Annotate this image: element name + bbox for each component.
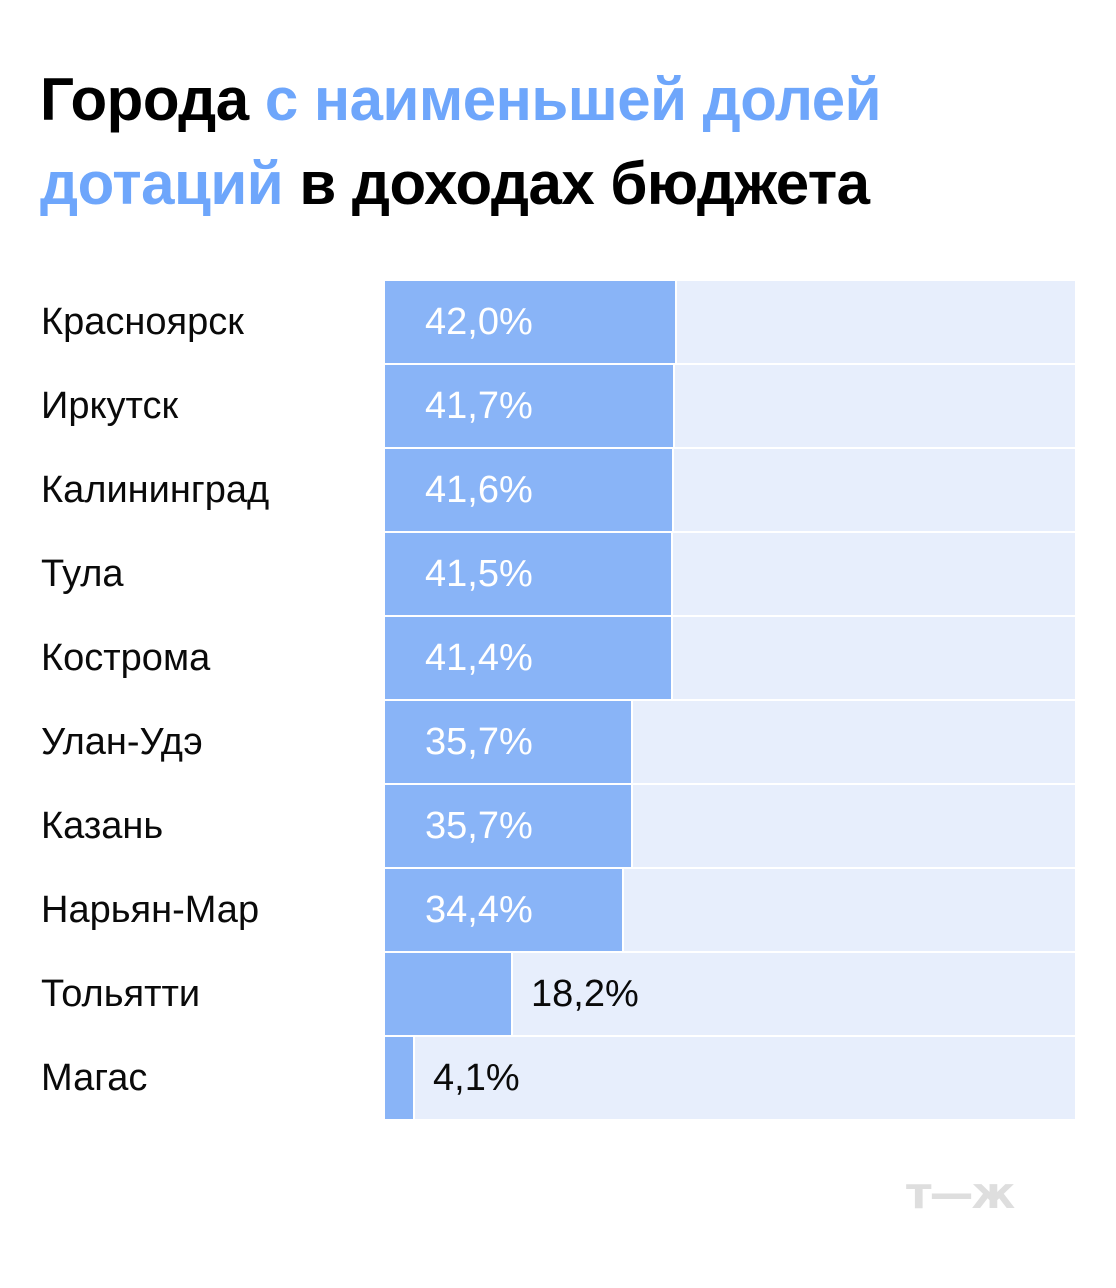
value-label: 41,6% (425, 469, 533, 511)
bar-row: Нарьян-Мар 34,4% (0, 869, 1116, 951)
tzh-logo: т—ж (906, 1168, 1015, 1219)
bar-track: 35,7% (385, 785, 1075, 867)
city-label: Тольятти (41, 973, 201, 1015)
city-label: Кострома (41, 637, 211, 679)
bar-row: Магас 4,1% (0, 1037, 1116, 1119)
value-label: 41,4% (425, 637, 533, 679)
bar-row: Кострома 41,4% (0, 617, 1116, 699)
bar-fill (385, 953, 513, 1035)
bar-row: Иркутск 41,7% (0, 365, 1116, 447)
bar-row: Тольятти 18,2% (0, 953, 1116, 1035)
bar-fill (385, 1037, 415, 1119)
value-label: 42,0% (425, 301, 533, 343)
value-label: 35,7% (425, 805, 533, 847)
bar-row: Красноярск 42,0% (0, 281, 1116, 363)
bar-row: Казань 35,7% (0, 785, 1116, 867)
bar-fill (385, 533, 673, 615)
bar-fill (385, 449, 674, 531)
bar-fill (385, 785, 633, 867)
bar-track: 34,4% (385, 869, 1075, 951)
value-label: 18,2% (531, 973, 639, 1015)
city-label: Красноярск (41, 301, 244, 343)
city-label: Иркутск (41, 385, 179, 427)
bar-track: 41,5% (385, 533, 1075, 615)
value-label: 35,7% (425, 721, 533, 763)
city-label: Магас (41, 1057, 148, 1099)
title-part-1: Города (40, 66, 265, 133)
city-label: Калининград (41, 469, 270, 511)
bar-fill (385, 365, 675, 447)
bar-fill (385, 701, 633, 783)
city-label: Улан-Удэ (41, 721, 203, 763)
title-part-3: в доходах бюджета (283, 150, 870, 217)
bar-row: Улан-Удэ 35,7% (0, 701, 1116, 783)
bar-track: 4,1% (385, 1037, 1075, 1119)
value-label: 41,7% (425, 385, 533, 427)
bar-row: Тула 41,5% (0, 533, 1116, 615)
bar-track: 35,7% (385, 701, 1075, 783)
bar-track: 18,2% (385, 953, 1075, 1035)
value-label: 4,1% (433, 1057, 520, 1099)
value-label: 34,4% (425, 889, 533, 931)
city-label: Нарьян-Мар (41, 889, 260, 931)
chart-title: Города с наименьшей долей дотаций в дохо… (40, 58, 1090, 226)
city-label: Казань (41, 805, 164, 847)
bar-track: 42,0% (385, 281, 1075, 363)
city-label: Тула (41, 553, 124, 595)
bar-track: 41,4% (385, 617, 1075, 699)
bar-fill (385, 869, 624, 951)
title-accent: с наименьшей долей дотаций (40, 66, 881, 217)
bar-row: Калининград 41,6% (0, 449, 1116, 531)
bar-track: 41,6% (385, 449, 1075, 531)
bar-fill (385, 281, 677, 363)
bar-track: 41,7% (385, 365, 1075, 447)
value-label: 41,5% (425, 553, 533, 595)
bar-fill (385, 617, 673, 699)
